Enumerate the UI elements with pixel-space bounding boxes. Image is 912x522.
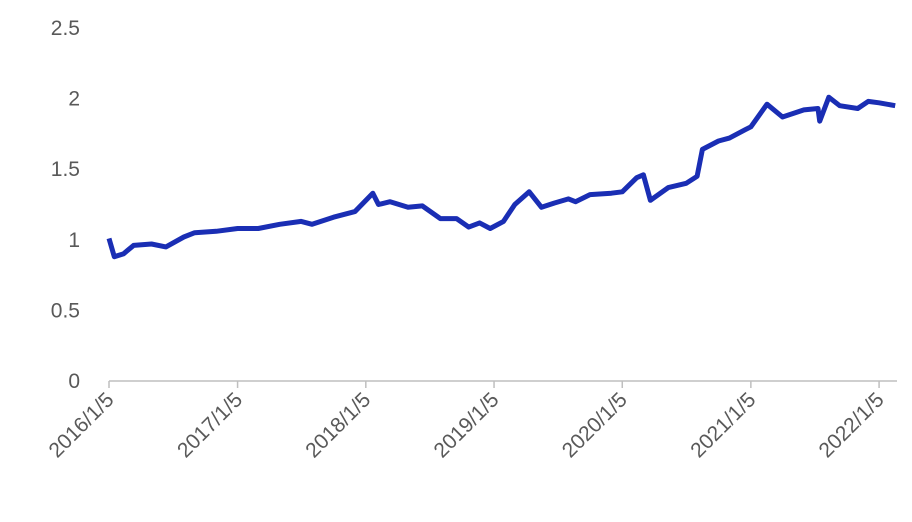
x-tick-label: 2017/1/5 [173, 388, 247, 462]
y-tick-label: 0 [68, 370, 80, 393]
x-tick-label: 2020/1/5 [558, 388, 632, 462]
y-tick-label: 1 [68, 229, 80, 252]
data-line [106, 94, 896, 260]
y-tick-label: 2.5 [51, 17, 80, 40]
y-tick-label: 1.5 [51, 158, 80, 181]
y-tick-label: 2 [68, 88, 80, 111]
x-tick-label: 2016/1/5 [44, 388, 118, 462]
x-tick-label: 2019/1/5 [430, 388, 504, 462]
x-tick-label: 2018/1/5 [301, 388, 375, 462]
x-tick-label: 2022/1/5 [815, 388, 889, 462]
x-tick-label: 2021/1/5 [686, 388, 760, 462]
y-tick-label: 0.5 [51, 299, 80, 322]
